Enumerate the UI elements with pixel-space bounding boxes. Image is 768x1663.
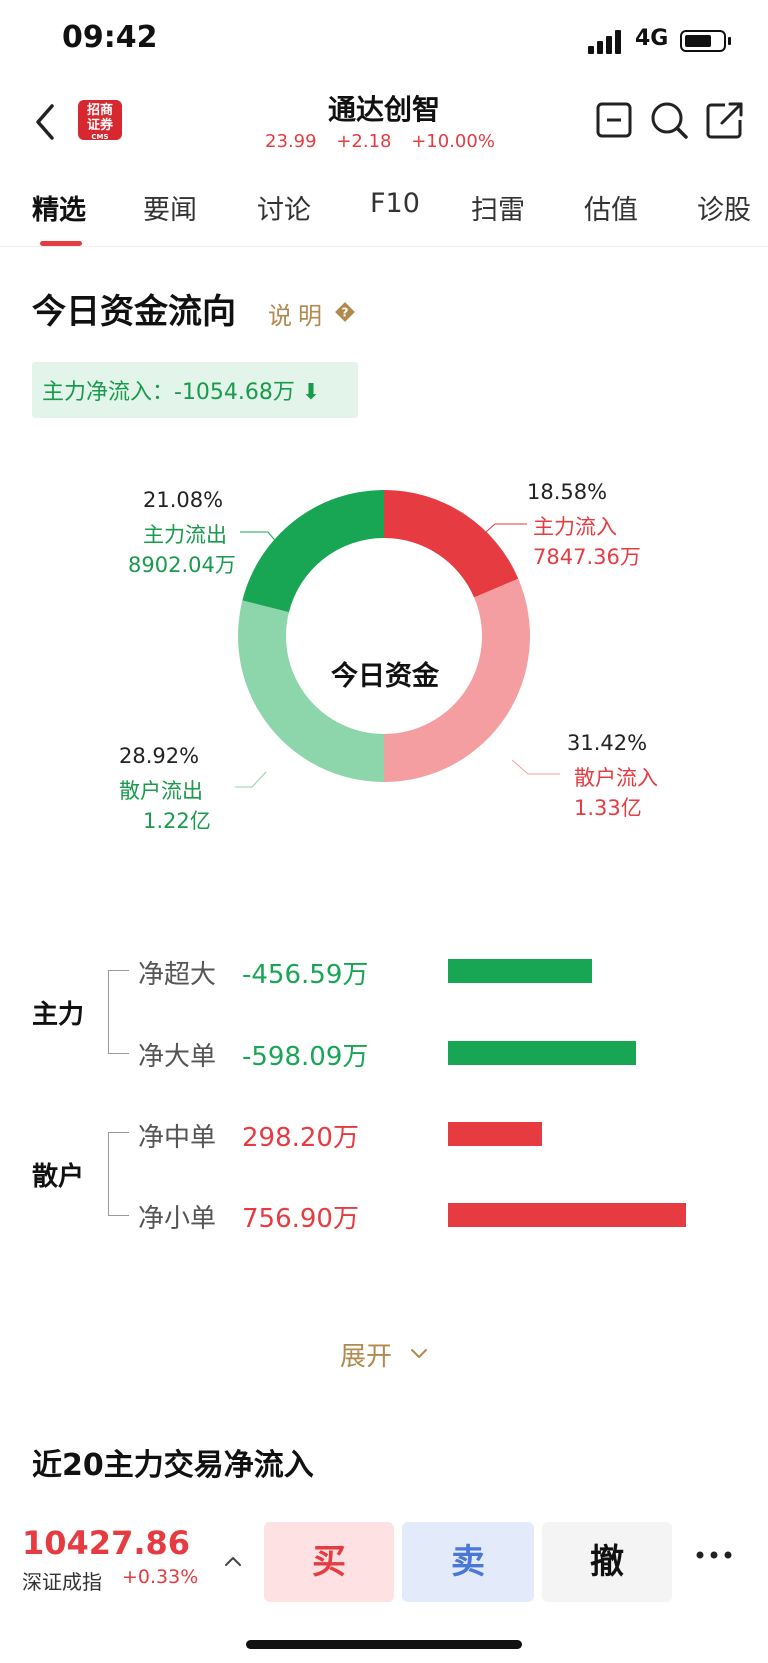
group-main-bracket [108, 970, 129, 1054]
sell-button[interactable]: 卖 [402, 1522, 534, 1602]
search-icon[interactable] [649, 100, 689, 140]
row-label-medium: 净中单 [138, 1123, 217, 1153]
index-change: +0.33% [122, 1566, 199, 1588]
retail-outflow-name: 散户流出 [119, 779, 203, 803]
minimize-icon[interactable] [594, 100, 634, 140]
tab-news[interactable]: 要闻 [143, 195, 197, 226]
back-icon[interactable] [30, 98, 62, 146]
logo-line1: 招商 [86, 103, 113, 118]
share-icon[interactable] [705, 100, 745, 140]
explain-link[interactable]: 说明 [268, 302, 328, 330]
donut-slice-main-inflow [384, 490, 519, 598]
logo-sub: CMS [91, 133, 109, 141]
main-outflow-name: 主力流出 [143, 523, 227, 547]
group-retail-bracket [108, 1132, 129, 1216]
chevron-down-icon[interactable] [408, 1342, 430, 1364]
donut-slice-retail-inflow [384, 578, 530, 782]
quote-line: 23.99 +2.18 +10.00% [230, 131, 530, 152]
main-outflow-pct: 21.08% [143, 488, 224, 512]
main-inflow-amount: 7847.36万 [533, 545, 641, 569]
tab-discussion[interactable]: 讨论 [257, 195, 311, 226]
battery-tip [728, 37, 731, 45]
tab-featured[interactable]: 精选 [32, 195, 86, 226]
row-label-large: 净大单 [138, 1042, 217, 1072]
tab-valuation[interactable]: 估值 [584, 195, 638, 226]
retail-outflow-amount: 1.22亿 [143, 809, 211, 833]
retail-inflow-name: 散户流入 [574, 766, 658, 790]
tab-diagnosis[interactable]: 诊股 [697, 195, 751, 226]
net-inflow-text: 主力净流入：-1054.68万 ⬇ [42, 380, 321, 405]
stock-name: 通达创智 [327, 93, 440, 126]
row-value-small: 756.90万 [242, 1204, 359, 1234]
tab-divider [0, 246, 768, 247]
donut-center-label: 今日资金 [331, 661, 439, 692]
retail-inflow-pct: 31.42% [567, 731, 648, 755]
donut-slice-main-outflow [242, 490, 384, 613]
battery-icon [680, 30, 726, 52]
row-value-large: -598.09万 [242, 1042, 369, 1072]
index-name[interactable]: 深证成指 [22, 1570, 102, 1594]
net-inflow-badge [32, 362, 358, 418]
status-time: 09:42 [62, 20, 158, 55]
main-inflow-pct: 18.58% [527, 480, 608, 504]
bar-super-large [448, 959, 592, 983]
section-title: 今日资金流向 [32, 292, 236, 332]
buy-button[interactable]: 买 [264, 1522, 394, 1602]
main-inflow-name: 主力流入 [533, 515, 617, 539]
logo-line2: 证券 [86, 118, 113, 133]
section2-title: 近20主力交易净流入 [32, 1448, 314, 1483]
donut-slice-retail-outflow [238, 600, 384, 782]
bar-small [448, 1203, 686, 1227]
group-main-label: 主力 [32, 1000, 85, 1030]
main-outflow-amount: 8902.04万 [128, 553, 236, 577]
home-indicator [246, 1640, 522, 1649]
network-label: 4G [635, 26, 669, 51]
broker-logo: 招商 证券 CMS [78, 100, 122, 141]
stock-price: 23.99 [265, 131, 317, 152]
row-value-medium: 298.20万 [242, 1123, 359, 1153]
more-icon[interactable] [694, 1540, 734, 1570]
group-retail-label: 散户 [32, 1162, 85, 1192]
cancel-order-button[interactable]: 撤 [542, 1522, 672, 1602]
index-value[interactable]: 10427.86 [22, 1524, 191, 1562]
tab-bar: 精选 要闻 讨论 F10 扫雷 估值 诊股 [0, 180, 768, 246]
bar-large [448, 1041, 637, 1065]
retail-inflow-amount: 1.33亿 [574, 796, 642, 820]
retail-outflow-pct: 28.92% [119, 744, 200, 768]
fund-flow-donut [238, 490, 530, 782]
row-label-super-large: 净超大 [138, 960, 217, 990]
chevron-up-icon[interactable] [222, 1550, 244, 1572]
tab-active-indicator [40, 241, 82, 246]
help-icon[interactable]: ? [334, 301, 356, 323]
expand-button[interactable]: 展开 [340, 1342, 393, 1372]
row-label-small: 净小单 [138, 1204, 217, 1234]
bar-medium [448, 1122, 542, 1146]
svg-text:?: ? [342, 306, 349, 320]
signal-icon [588, 30, 621, 54]
tab-risk-scan[interactable]: 扫雷 [471, 195, 525, 226]
stock-change: +2.18 [336, 131, 392, 152]
row-value-super-large: -456.59万 [242, 960, 369, 990]
tab-f10[interactable]: F10 [370, 188, 420, 219]
stock-change-pct: +10.00% [411, 131, 495, 152]
